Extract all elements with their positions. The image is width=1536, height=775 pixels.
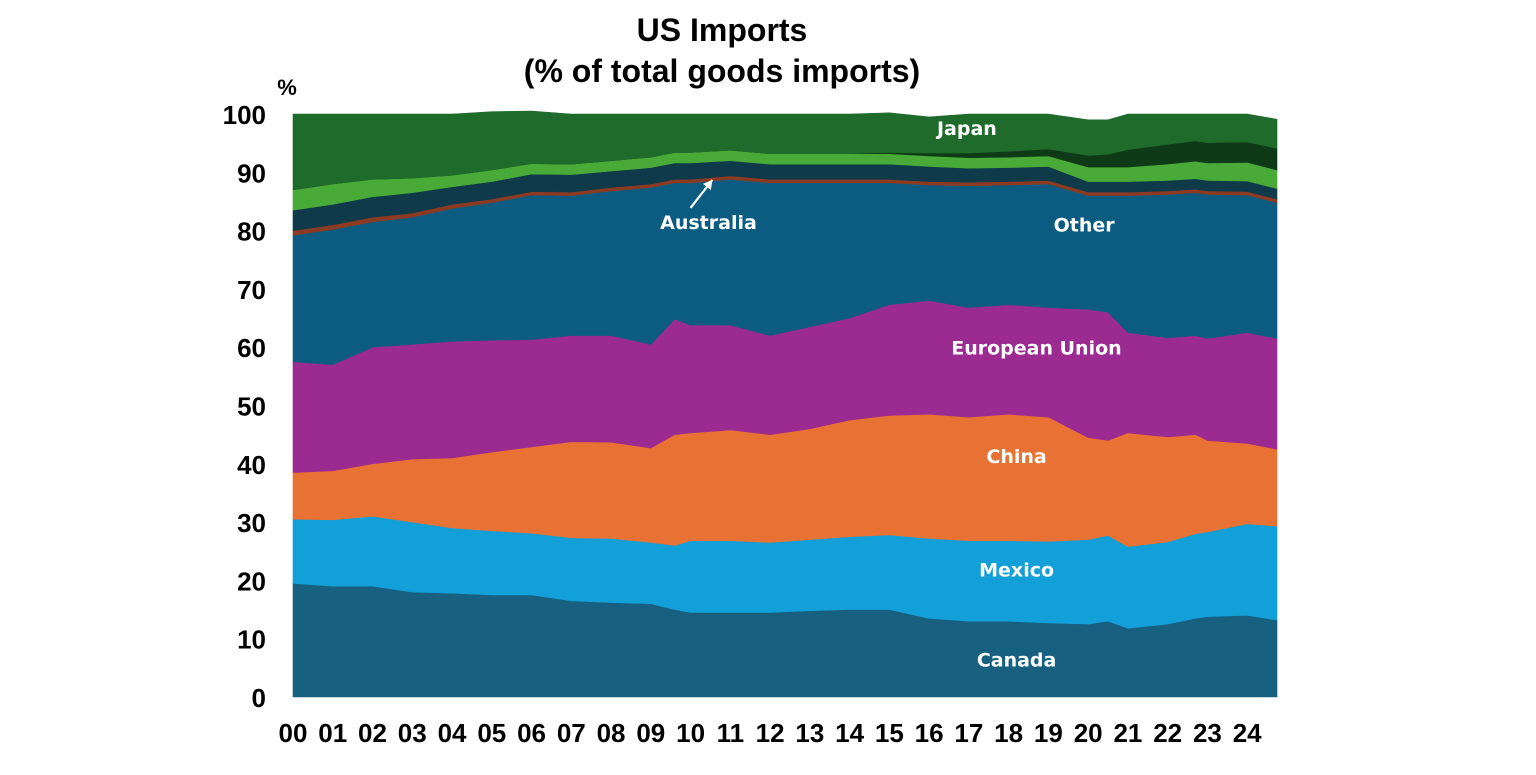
x-tick-label: 14 <box>835 718 864 748</box>
x-tick-label: 24 <box>1233 718 1262 748</box>
y-tick-label: 80 <box>237 217 266 247</box>
x-tick-label: 02 <box>358 718 387 748</box>
y-axis-unit-label: % <box>277 75 297 100</box>
label-china: China <box>986 446 1046 468</box>
x-tick-label: 00 <box>279 718 308 748</box>
y-tick-label: 60 <box>237 333 266 363</box>
chart-subtitle: (% of total goods imports) <box>524 53 920 89</box>
y-tick-label: 0 <box>252 683 266 713</box>
y-axis-ticks: 0 10 20 30 40 50 60 70 80 90 100 <box>223 100 266 713</box>
label-european-union: European Union <box>951 337 1121 359</box>
y-tick-label: 100 <box>223 100 266 130</box>
x-tick-label: 17 <box>954 718 983 748</box>
y-tick-label: 20 <box>237 566 266 596</box>
y-tick-label: 30 <box>237 508 266 538</box>
series-labels: Japan Australia Other European Union China Me… <box>660 118 1122 671</box>
x-tick-label: 09 <box>636 718 665 748</box>
label-japan: Japan <box>935 118 997 140</box>
x-tick-label: 19 <box>1034 718 1063 748</box>
x-tick-label: 01 <box>318 718 347 748</box>
x-tick-label: 23 <box>1193 718 1222 748</box>
x-tick-label: 13 <box>795 718 824 748</box>
y-tick-label: 70 <box>237 275 266 305</box>
label-australia: Australia <box>660 212 757 234</box>
x-tick-label: 20 <box>1074 718 1103 748</box>
chart-title: US Imports <box>637 12 808 48</box>
area-japan <box>292 110 1278 191</box>
x-tick-label: 15 <box>875 718 904 748</box>
x-axis-ticks: 00 01 02 03 04 05 06 07 08 09 10 11 12 13 14 15 16 17 18 19… <box>279 718 1263 748</box>
x-tick-label: 16 <box>915 718 944 748</box>
x-tick-label: 18 <box>994 718 1023 748</box>
x-tick-label: 21 <box>1113 718 1142 748</box>
annotation-arrow-head <box>702 179 713 191</box>
annotation-layer <box>689 179 714 209</box>
x-tick-label: 12 <box>756 718 785 748</box>
x-tick-label: 04 <box>438 718 467 748</box>
x-tick-label: 06 <box>517 718 546 748</box>
label-other: Other <box>1054 214 1116 236</box>
area-layers <box>292 110 1278 698</box>
x-tick-label: 07 <box>557 718 586 748</box>
x-tick-label: 03 <box>398 718 427 748</box>
x-tick-label: 22 <box>1153 718 1182 748</box>
y-tick-label: 10 <box>237 625 266 655</box>
label-canada: Canada <box>977 649 1057 671</box>
x-tick-label: 11 <box>717 718 745 748</box>
y-tick-label: 40 <box>237 450 266 480</box>
x-tick-label: 10 <box>676 718 705 748</box>
y-tick-label: 50 <box>237 392 266 422</box>
x-tick-label: 05 <box>477 718 506 748</box>
y-tick-label: 90 <box>237 158 266 188</box>
label-mexico: Mexico <box>979 560 1054 582</box>
x-tick-label: 08 <box>597 718 626 748</box>
